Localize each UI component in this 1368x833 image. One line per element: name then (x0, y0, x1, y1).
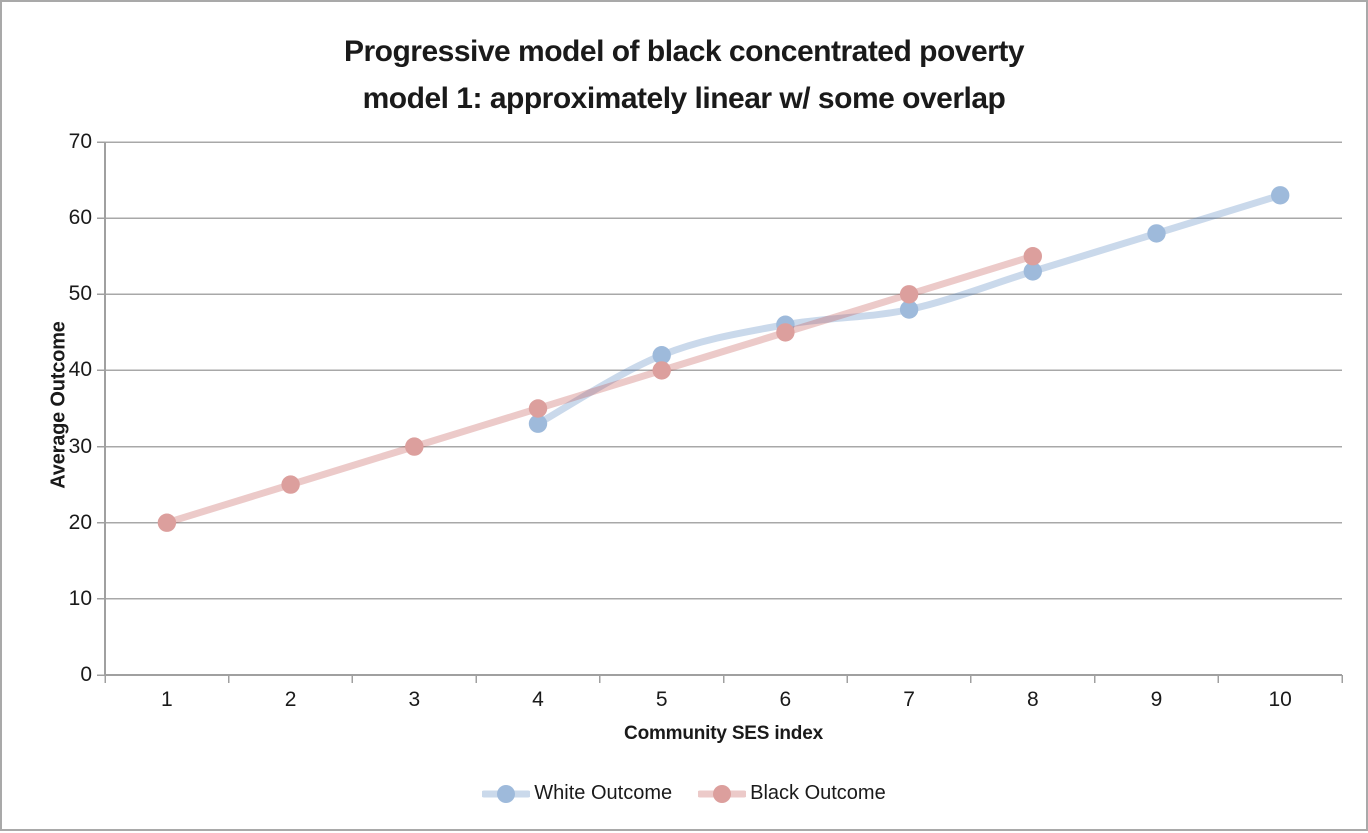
data-point-white-outcome (1023, 262, 1042, 281)
y-tick-label: 60 (68, 206, 92, 230)
y-tick-label: 70 (68, 130, 92, 153)
series-white-outcome (528, 186, 1290, 433)
chart-title: Progressive model of black concentrated … (2, 28, 1366, 122)
data-point-black-outcome (157, 513, 177, 532)
legend-swatch-white-outcome (482, 784, 531, 803)
data-point-black-outcome (405, 437, 424, 456)
x-tick-label: 9 (1150, 688, 1163, 711)
data-point-white-outcome (899, 300, 919, 319)
y-tick-label: 40 (68, 358, 92, 382)
y-tick-label: 0 (80, 663, 92, 686)
legend-label-white-outcome: White Outcome (534, 782, 673, 804)
data-point-black-outcome (776, 323, 795, 342)
chart-title-line1: Progressive model of black concentrated … (343, 35, 1025, 68)
legend: White Outcome Black Outcome (2, 782, 1366, 805)
x-tick-label: 3 (408, 688, 421, 711)
gridlines (105, 141, 1342, 600)
series-black-outcome (157, 247, 1042, 532)
x-axis-title: Community SES index (624, 723, 823, 744)
x-tick-label: 10 (1268, 688, 1292, 711)
data-point-white-outcome (528, 414, 548, 433)
legend-label-black-outcome: Black Outcome (750, 782, 886, 804)
legend-marker-sample (713, 784, 732, 803)
legend-item-black-outcome: Black Outcome (698, 782, 886, 805)
x-tick-label: 6 (779, 688, 792, 711)
data-point-black-outcome (528, 399, 548, 418)
data-point-black-outcome (1023, 247, 1042, 266)
data-point-white-outcome (652, 346, 671, 365)
x-tick-label: 8 (1026, 688, 1039, 711)
legend-marker-sample (497, 784, 516, 803)
data-point-white-outcome (1271, 186, 1290, 205)
data-point-black-outcome (652, 361, 671, 380)
chart-title-line2: model 1: approximately linear w/ some ov… (362, 82, 1006, 115)
data-point-black-outcome (899, 285, 919, 304)
legend-item-white-outcome: White Outcome (482, 782, 672, 805)
x-tick-label: 1 (161, 688, 173, 711)
y-tick-label: 50 (68, 282, 92, 306)
x-tick-label: 4 (532, 688, 544, 711)
data-point-white-outcome (1147, 224, 1166, 243)
legend-swatch-black-outcome (698, 784, 747, 803)
x-tick-label: 7 (903, 688, 915, 711)
x-tick-label: 2 (284, 688, 297, 711)
axes (97, 141, 1343, 683)
x-tick-label: 5 (655, 688, 668, 711)
series-line-black-outcome (163, 252, 1037, 527)
y-tick-label: 30 (68, 434, 92, 458)
data-point-black-outcome (281, 475, 300, 494)
y-tick-label: 10 (68, 586, 92, 610)
y-tick-label: 20 (68, 510, 92, 534)
